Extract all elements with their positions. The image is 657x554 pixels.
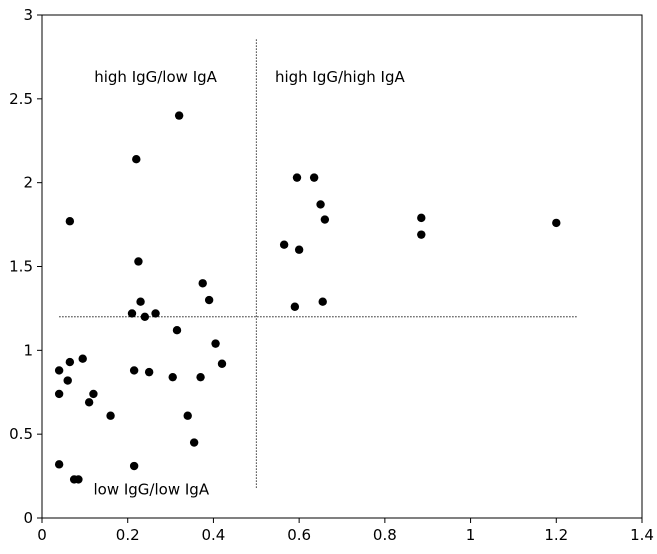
data-point: [140, 312, 150, 321]
annotation-low-igg-low-iga: low IgG/low IgA: [93, 481, 209, 499]
data-point: [54, 389, 64, 399]
data-point: [89, 389, 98, 399]
x-tick-label: 0.2: [116, 526, 140, 544]
annotation-high-igg-high-iga: high IgG/high IgA: [275, 68, 406, 86]
data-point: [106, 411, 115, 420]
data-point: [136, 297, 145, 306]
data-point: [292, 173, 302, 182]
data-points: [54, 111, 561, 484]
data-point: [189, 438, 199, 447]
data-point: [134, 257, 143, 266]
x-tick-label: 0: [37, 526, 47, 544]
data-point: [74, 475, 83, 484]
data-point: [417, 230, 426, 239]
data-point: [54, 366, 64, 375]
y-tick-label: 0: [23, 509, 33, 527]
annotation-high-igg-low-iga: high IgG/low IgA: [94, 68, 217, 86]
y-tick-label: 2.5: [9, 90, 33, 108]
x-tick-label: 0.8: [373, 526, 397, 544]
x-tick-label: 0.4: [201, 526, 225, 544]
threshold-lines: [59, 38, 578, 488]
plot-area-frame: [41, 14, 643, 519]
data-point: [151, 309, 160, 318]
y-tick-label: 1.5: [9, 258, 33, 276]
y-tick-label: 2: [23, 174, 33, 192]
data-point: [279, 240, 289, 249]
data-point: [290, 302, 300, 311]
data-point: [217, 359, 227, 368]
data-point: [84, 398, 94, 407]
data-point: [417, 213, 426, 223]
y-tick-label: 0.5: [9, 425, 33, 443]
data-point: [132, 154, 141, 164]
y-tick-label: 1: [23, 341, 33, 359]
x-tick-label: 1: [466, 526, 476, 544]
data-point: [204, 295, 214, 305]
data-point: [129, 461, 139, 471]
data-point: [196, 372, 205, 382]
data-point: [174, 111, 184, 120]
y-axis: 0 0.5 1 1.5 2 2.5 3: [9, 6, 42, 527]
data-point: [63, 376, 72, 385]
data-point: [316, 200, 325, 209]
data-point: [211, 339, 220, 348]
y-tick-label: 3: [23, 6, 33, 24]
data-point: [78, 354, 87, 363]
x-tick-label: 1.4: [630, 526, 654, 544]
data-point: [294, 245, 304, 254]
data-point: [65, 357, 75, 367]
data-point: [172, 326, 182, 335]
quadrant-annotations: high IgG/low IgA high IgG/high IgA low IgG…: [93, 68, 405, 498]
data-point: [129, 366, 139, 375]
x-tick-label: 1.2: [544, 526, 568, 544]
data-point: [320, 215, 330, 224]
x-axis: 0 0.2 0.4 0.6 0.8 1 1.2 1.4: [37, 518, 654, 544]
data-point: [168, 372, 177, 382]
data-point: [54, 460, 64, 469]
data-point: [65, 217, 75, 226]
x-tick-label: 0.6: [287, 526, 311, 544]
data-point: [144, 367, 154, 377]
data-point: [318, 297, 327, 306]
data-point: [309, 173, 319, 182]
data-point: [183, 411, 192, 420]
data-point: [552, 218, 561, 228]
data-point: [127, 309, 137, 318]
data-point: [198, 279, 207, 288]
